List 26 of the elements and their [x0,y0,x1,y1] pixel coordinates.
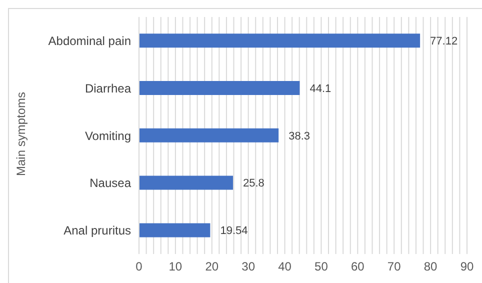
bar [139,128,279,142]
x-tick-label: 0 [136,260,143,274]
y-tick-label: Abdominal pain [48,34,131,48]
bar [139,34,420,48]
x-tick-label: 30 [242,260,256,274]
data-label: 19.54 [220,225,248,238]
x-tick-label: 90 [460,260,474,274]
x-tick-label: 60 [350,260,365,274]
x-tick-label: 80 [424,260,438,274]
x-tick-label: 40 [278,260,292,274]
data-label: 38.3 [288,130,310,142]
bar [139,223,210,238]
data-label: 77.12 [430,35,458,48]
y-tick-label: Vomiting [84,128,131,143]
x-tick-label: 70 [387,260,402,274]
y-tick-label: Diarrhea [84,81,132,96]
bar [139,80,300,95]
bar [139,176,234,190]
data-label: 25.8 [243,178,264,190]
x-tick-label: 20 [205,260,219,274]
data-label: 44.1 [310,82,332,95]
x-tick-label: 50 [314,260,328,274]
x-tick-label: 10 [168,260,182,274]
y-axis-title: Main symptoms [14,92,28,176]
y-tick-label: Nausea [90,176,132,190]
y-tick-label: Anal pruritus [64,224,131,238]
